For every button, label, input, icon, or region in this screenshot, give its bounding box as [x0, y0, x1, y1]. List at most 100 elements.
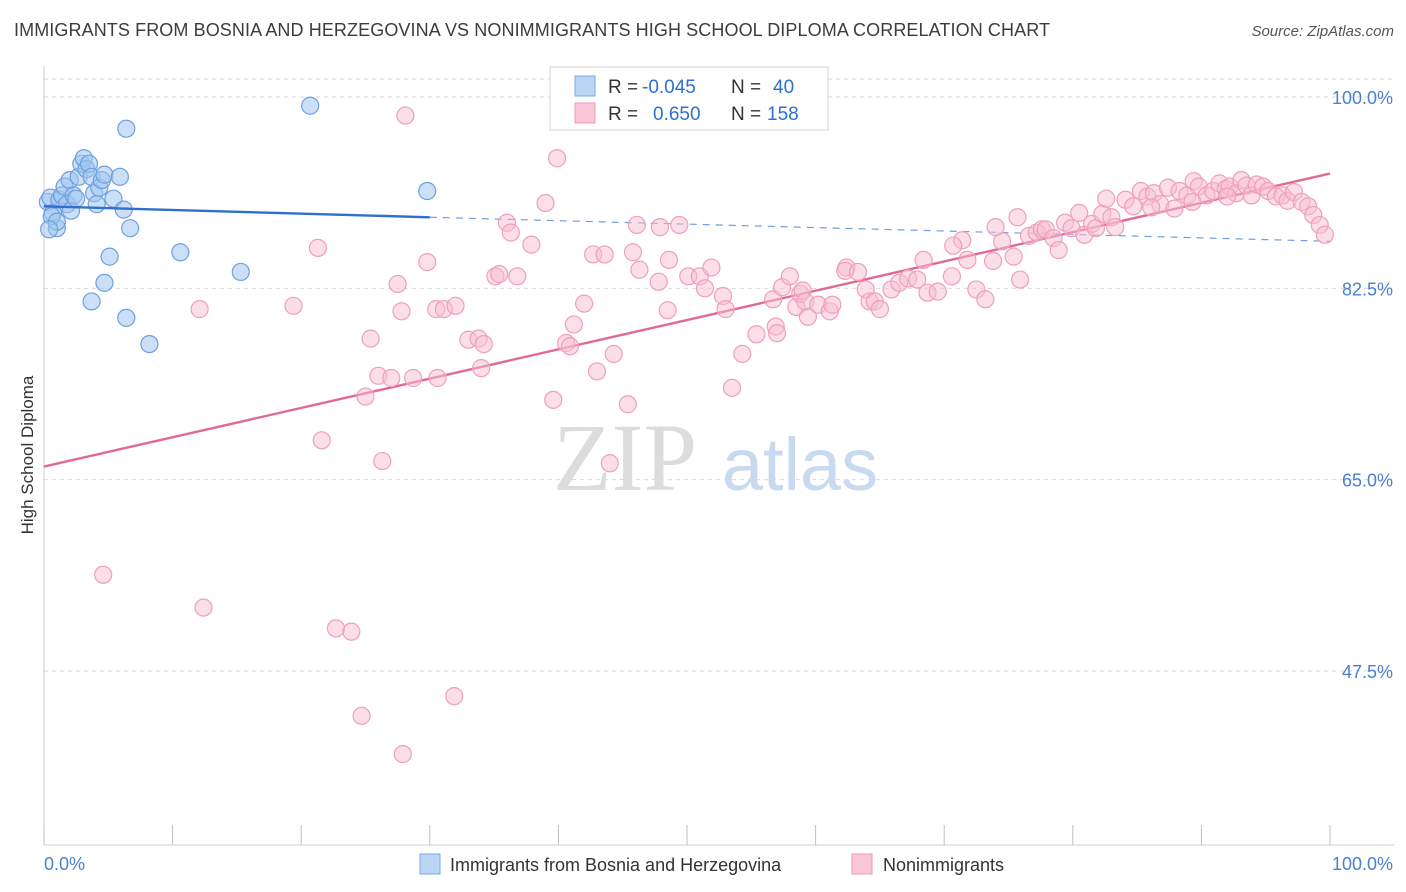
nonimmigrant-point: [536, 193, 555, 213]
nonimmigrant-point: [914, 250, 933, 270]
nonimmigrant-point: [767, 324, 787, 343]
legend-swatch-blue: [574, 75, 596, 97]
nonimmigrant-point: [1142, 198, 1161, 217]
bosnia-point: [110, 167, 129, 186]
nonimmigrant-point: [649, 272, 668, 291]
nonimmigrant-point: [522, 235, 541, 254]
nonimmigrant-point: [670, 215, 689, 235]
nonimmigrant-point: [446, 296, 465, 315]
nonimmigrant-point: [716, 300, 735, 319]
nonimmigrant-point: [650, 218, 670, 237]
nonimmigrant-point: [764, 290, 783, 309]
nonimmigrant-point: [942, 267, 962, 286]
bosnia-point: [40, 220, 59, 239]
nonimmigrant-point: [356, 387, 375, 406]
tick-labels: 100.0% 82.5% 65.0% 47.5% 0.0% 100.0%: [44, 88, 1393, 874]
nonimmigrant-point: [595, 245, 614, 264]
nonimmigrant-point: [418, 252, 437, 272]
nonimmigrant-point: [393, 744, 412, 764]
nonimmigrant-point: [544, 390, 563, 409]
nonimmigrant-point: [361, 329, 380, 348]
nonimmigrant-point: [1183, 192, 1202, 212]
bosnia-point: [82, 292, 101, 311]
y-tick-label: 47.5%: [1342, 662, 1393, 682]
nonimmigrant-point: [627, 215, 646, 235]
nonimmigrant-point: [702, 258, 721, 277]
legend-swatch-pink: [574, 102, 596, 124]
legend-n-label-1: N =: [731, 77, 761, 98]
nonimmigrant-point: [658, 301, 677, 320]
bosnia-trend-line: [43, 205, 430, 219]
nonimmigrant-point: [190, 300, 209, 319]
nonimmigrant-point: [1124, 197, 1143, 216]
y-tick-label: 82.5%: [1342, 279, 1393, 299]
legend-r-value-2: 0.650: [653, 104, 701, 125]
bosnia-point: [121, 219, 140, 238]
bosnia-point: [117, 308, 136, 327]
bosnia-point: [301, 96, 320, 115]
source-label: Source: ZipAtlas.com: [1251, 23, 1394, 40]
nonimmigrant-point: [403, 368, 423, 388]
nonimmigrant-point: [604, 344, 623, 364]
nonimmigrant-point: [908, 270, 927, 289]
bosnia-point: [100, 247, 119, 266]
nonimmigrant-point: [587, 362, 607, 381]
legend-n-label-2: N =: [731, 104, 761, 125]
series-nonimmigrant-points: [94, 106, 1334, 764]
nonimmigrant-point: [373, 451, 392, 471]
nonimmigrant-point: [472, 359, 491, 378]
nonimmigrant-point: [976, 290, 995, 309]
nonimmigrant-point: [564, 315, 583, 334]
nonimmigrant-point: [392, 302, 411, 321]
nonimmigrant-point: [958, 250, 977, 270]
bosnia-point: [418, 181, 437, 201]
nonimmigrant-point: [575, 294, 594, 313]
nonimmigrant-point: [983, 251, 1003, 271]
legend-r-value-1: -0.045: [642, 77, 696, 98]
stats-legend: R = -0.045 N = 40 R = 0.650 N = 158: [549, 66, 829, 131]
nonimmigrant-point: [428, 368, 447, 388]
legend-n-value-1: 40: [773, 77, 794, 98]
nonimmigrant-point: [1097, 189, 1116, 208]
nonimmigrant-point: [548, 149, 567, 168]
nonimmigrant-point: [445, 687, 464, 706]
nonimmigrant-point: [944, 236, 963, 255]
series-legend: Immigrants from Bosnia and Herzegovina N…: [419, 853, 1004, 875]
nonimmigrant-point: [1070, 203, 1089, 222]
nonimmigrant-point: [352, 706, 371, 725]
nonimmigrant-point: [870, 300, 890, 319]
nonimmigrant-point: [342, 622, 361, 641]
legend-bottom-swatch-pink: [851, 853, 873, 875]
nonimmigrant-point: [600, 454, 619, 473]
nonimmigrant-point: [747, 325, 766, 344]
legend-bottom-label-2: Nonimmigrants: [883, 855, 1004, 875]
series-bosnia-points: [38, 96, 437, 354]
nonimmigrant-point: [780, 267, 799, 286]
legend-r-label-2: R =: [608, 104, 638, 125]
legend-bottom-label-1: Immigrants from Bosnia and Herzegovina: [450, 855, 782, 875]
nonimmigrant-point: [1004, 247, 1023, 266]
nonimmigrant-point: [1165, 199, 1184, 218]
bosnia-point: [87, 195, 106, 214]
nonimmigrant-point: [1049, 240, 1068, 260]
y-tick-label: 65.0%: [1342, 471, 1393, 491]
nonimmigrant-point: [928, 282, 947, 301]
nonimmigrant-point: [308, 238, 328, 257]
legend-r-label-1: R =: [608, 77, 638, 98]
nonimmigrant-point: [560, 337, 580, 356]
legend-bottom-swatch-blue: [419, 853, 441, 875]
nonimmigrant-point: [396, 106, 415, 125]
nonimmigrant-point: [508, 267, 527, 286]
nonimmigrant-point: [623, 243, 643, 262]
bosnia-point: [231, 262, 250, 282]
y-tick-label: 100.0%: [1332, 88, 1393, 108]
nonimmigrant-point: [312, 431, 331, 450]
nonimmigrant-point: [501, 223, 520, 242]
nonimmigrant-point: [284, 296, 303, 315]
nonimmigrant-point: [618, 395, 637, 414]
nonimmigrant-point: [659, 250, 679, 270]
x-tick-label: 100.0%: [1332, 854, 1393, 874]
bosnia-point: [95, 273, 114, 292]
nonimmigrant-point: [823, 295, 842, 314]
